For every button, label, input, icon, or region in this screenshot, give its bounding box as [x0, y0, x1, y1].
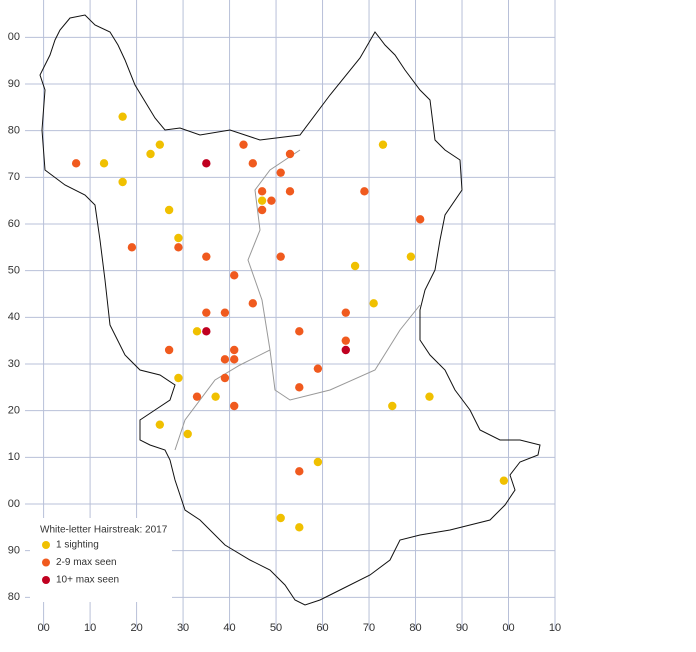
sighting-dot — [257, 196, 267, 205]
sighting-dot — [360, 187, 369, 196]
grid: 00 10 20 30 40 50 60 70 80 90 00 10 00 90 80 70 60 50 40 30… — [8, 0, 561, 634]
sighting-dot — [220, 308, 230, 317]
x-tick-label: 10 — [84, 622, 96, 634]
legend-box — [30, 518, 172, 602]
sighting-dot — [230, 401, 239, 411]
legend-title: White-letter Hairstreak: 2017 — [40, 525, 168, 536]
sighting-dot — [388, 401, 397, 411]
sighting-dot — [118, 177, 127, 187]
sighting-dot — [285, 149, 295, 159]
sighting-dot — [248, 299, 258, 308]
legend-swatch — [42, 558, 50, 567]
sighting-dot — [406, 252, 416, 261]
sighting-dot — [220, 355, 230, 364]
sighting-dot — [499, 476, 509, 485]
sighting-dot — [71, 159, 81, 168]
sighting-dot — [202, 252, 211, 261]
sightings — [71, 112, 509, 532]
sighting-dot — [248, 159, 258, 168]
x-tick-label: 70 — [363, 622, 375, 634]
sighting-dot — [276, 168, 285, 177]
x-tick-label: 10 — [549, 622, 561, 634]
sighting-dot — [415, 215, 425, 224]
sighting-dot — [183, 429, 192, 439]
x-tick-label: 40 — [223, 622, 235, 634]
y-tick-label: 80 — [8, 591, 20, 603]
y-tick-label: 30 — [8, 358, 20, 370]
sighting-dot — [341, 345, 350, 355]
sighting-dot — [230, 271, 239, 280]
district-boundary — [174, 149, 421, 451]
legend-label: 10+ max seen — [56, 575, 119, 586]
x-tick-label: 00 — [37, 622, 49, 634]
sighting-dot — [202, 327, 211, 336]
x-tick-label: 50 — [270, 622, 282, 634]
x-tick-label: 80 — [409, 622, 421, 634]
sighting-dot — [267, 196, 276, 205]
county-boundary — [39, 14, 541, 606]
y-tick-label: 90 — [8, 545, 20, 557]
y-tick-label: 00 — [8, 498, 20, 510]
sighting-dot — [155, 420, 165, 429]
sighting-dot — [211, 392, 220, 401]
sighting-dot — [276, 513, 285, 523]
sighting-dot — [276, 252, 285, 261]
sighting-dot — [350, 261, 360, 271]
legend-swatch — [42, 576, 50, 584]
sighting-dot — [202, 159, 211, 168]
y-tick-label: 90 — [8, 78, 20, 90]
sighting-dot — [220, 373, 230, 383]
sighting-dot — [192, 327, 202, 336]
sighting-dot — [164, 205, 174, 215]
sighting-dot — [164, 345, 174, 355]
sighting-dot — [295, 467, 304, 476]
y-tick-label: 50 — [8, 265, 20, 277]
legend-swatch — [42, 541, 50, 549]
sighting-dot — [174, 243, 183, 252]
sighting-dot — [127, 243, 137, 252]
sighting-dot — [285, 187, 295, 196]
sighting-dot — [239, 140, 248, 149]
sighting-dot — [155, 140, 165, 149]
x-tick-label: 90 — [456, 622, 468, 634]
y-tick-label: 70 — [8, 171, 20, 183]
sighting-dot — [313, 457, 323, 467]
y-tick-label: 40 — [8, 311, 20, 323]
sighting-dot — [341, 336, 350, 345]
sighting-dot — [425, 392, 434, 401]
sighting-dot — [192, 392, 202, 401]
sighting-dot — [257, 187, 267, 196]
sighting-dot — [174, 233, 183, 243]
sighting-dot — [257, 205, 267, 215]
legend-label: 2-9 max seen — [56, 557, 117, 568]
sighting-dot — [369, 299, 378, 308]
sighting-dot — [202, 308, 211, 317]
y-tick-label: 00 — [8, 31, 20, 43]
sighting-dot — [174, 373, 183, 383]
sighting-dot — [230, 355, 239, 364]
y-tick-label: 20 — [8, 405, 20, 417]
x-tick-label: 30 — [177, 622, 189, 634]
x-tick-label: 60 — [316, 622, 328, 634]
sighting-dot — [295, 327, 304, 336]
sighting-dot — [118, 112, 127, 121]
x-tick-label: 00 — [502, 622, 514, 634]
sighting-dot — [313, 364, 323, 373]
x-tick-label: 20 — [130, 622, 142, 634]
y-tick-label: 60 — [8, 218, 20, 230]
y-tick-label: 80 — [8, 125, 20, 137]
sighting-dot — [295, 383, 304, 392]
sighting-dot — [378, 140, 388, 149]
sighting-dot — [230, 345, 239, 355]
sighting-dot — [146, 149, 155, 159]
y-tick-label: 10 — [8, 451, 20, 463]
sighting-dot — [341, 308, 350, 317]
sighting-dot — [295, 523, 304, 532]
legend-label: 1 sighting — [56, 540, 99, 551]
sighting-dot — [99, 159, 109, 168]
